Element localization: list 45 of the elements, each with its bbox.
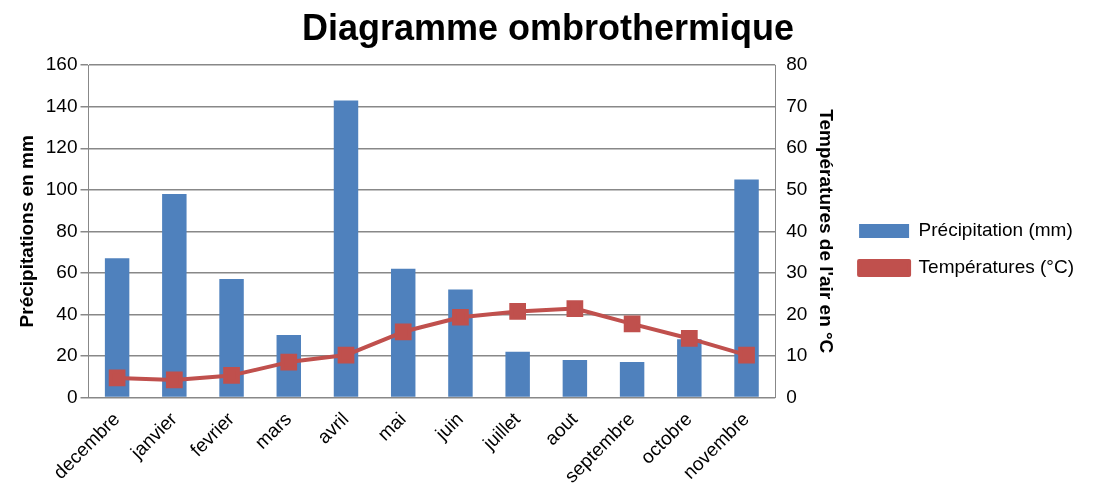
y2-tick-label: 70 [786,94,808,116]
point [452,308,469,326]
y2-axis-title: Températures de l'air en °C [816,109,838,354]
y2-tick-label: 60 [786,136,808,158]
y-tick-label: 40 [56,302,78,324]
point [738,346,755,364]
bar [619,362,645,397]
legend-label: Précipitation (mm) [918,219,1073,241]
y2-tick-label: 40 [786,219,808,241]
point [165,371,183,389]
bar [677,339,702,397]
point [566,300,584,317]
point [509,303,527,320]
y2-tick-label: 20 [786,302,808,324]
chart-title: Diagramme ombrothermique [301,6,795,48]
y-tick-label: 120 [45,136,78,158]
point [108,369,126,387]
bar [104,258,130,397]
y-tick-label: 80 [56,219,78,241]
point [394,323,412,341]
y-tick-label: 160 [45,53,78,75]
bar [333,100,359,397]
y-axis-title: Précipitations en mm [15,135,37,328]
bar [734,179,759,397]
y2-tick-label: 80 [786,53,808,75]
y-tick-label: 100 [45,178,78,200]
y2-tick-label: 50 [786,178,808,200]
y-tick-label: 140 [45,94,78,116]
bar [562,360,588,397]
y-tick-label: 60 [56,261,78,283]
point [623,315,641,333]
y2-tick-label: 10 [786,344,808,366]
point [680,330,698,347]
bar [390,268,416,397]
y2-tick-label: 30 [786,261,808,283]
bar [162,193,187,397]
legend-label: Températures (°C) [918,256,1075,278]
point [223,367,240,384]
y-tick-label: 0 [66,385,78,407]
x-tick-label: juin [430,408,467,445]
bar [505,351,530,397]
y-tick-label: 20 [56,344,78,366]
y2-tick-label: 0 [786,385,797,407]
point [337,346,355,364]
x-tick-label: mai [373,408,410,445]
